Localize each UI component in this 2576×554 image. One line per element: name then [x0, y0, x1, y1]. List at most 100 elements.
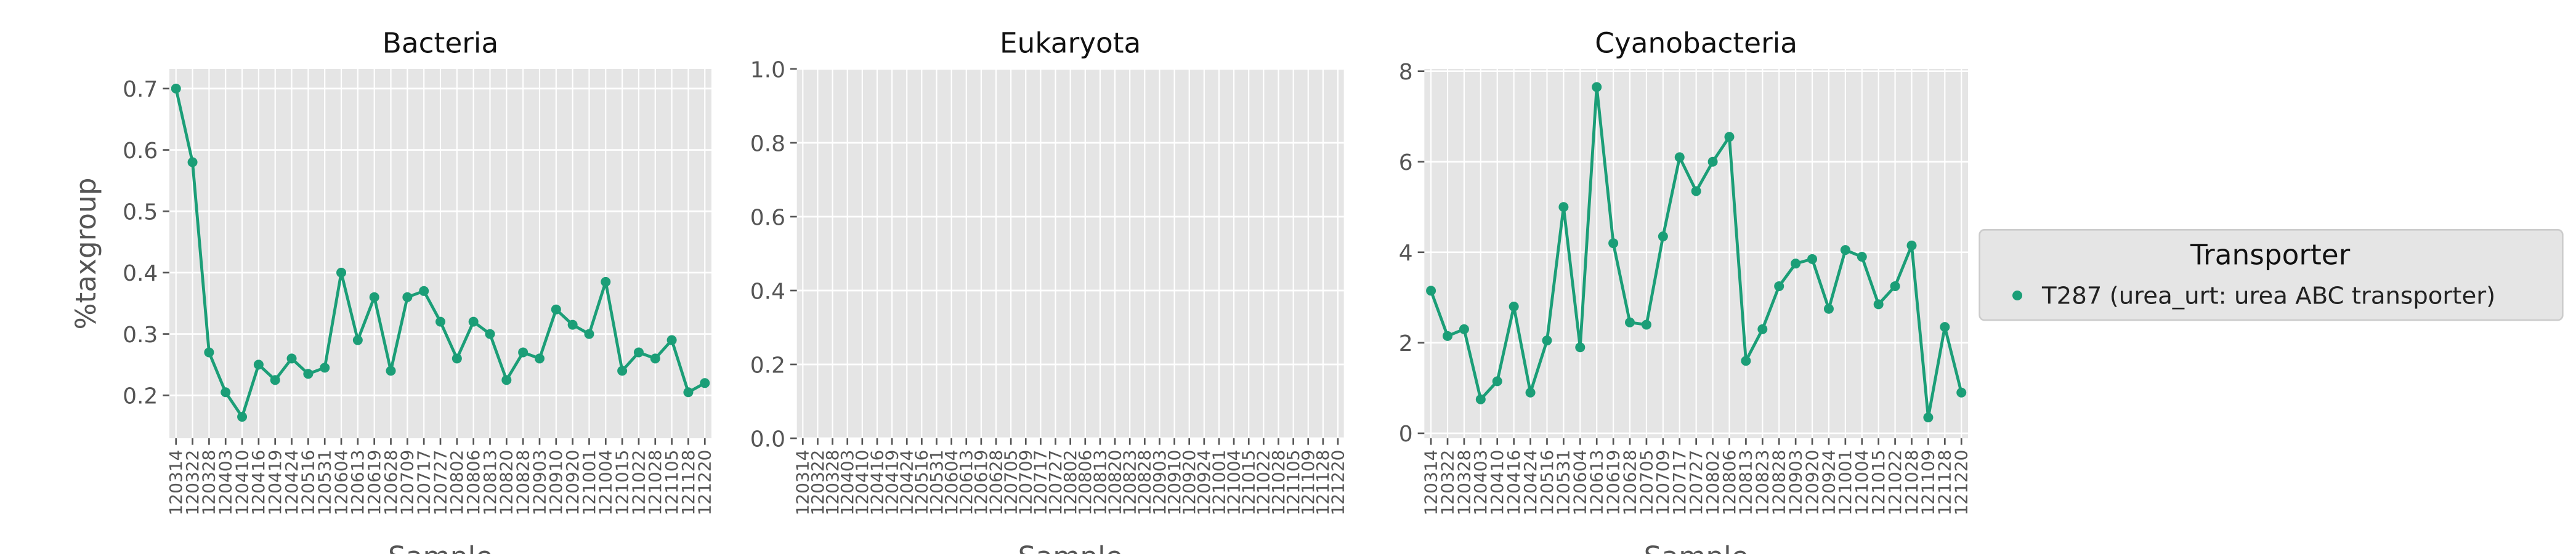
data-point — [633, 347, 644, 358]
x-tick-label: 121109 — [1918, 450, 1938, 516]
data-point — [1840, 245, 1850, 255]
x-tick-label: 120424 — [281, 450, 302, 516]
data-point — [617, 366, 628, 376]
legend-title: Transporter — [2190, 238, 2351, 271]
x-tick-label: 120903 — [529, 450, 549, 516]
data-point — [501, 375, 512, 385]
x-axis-label: Sample — [388, 540, 493, 554]
x-tick-label: 121022 — [628, 450, 649, 516]
x-tick-label: 120903 — [1785, 450, 1805, 516]
x-axis-label: Sample — [1018, 540, 1123, 554]
x-tick-label: 120813 — [1090, 450, 1110, 516]
data-point — [187, 157, 198, 167]
data-point — [1774, 281, 1784, 291]
data-point — [171, 83, 181, 94]
x-tick-label: 121109 — [1298, 450, 1318, 516]
x-tick-label: 120705 — [1636, 450, 1656, 516]
x-tick-label: 121220 — [1327, 450, 1348, 516]
x-tick-label: 120424 — [897, 450, 917, 516]
data-point — [1608, 238, 1619, 249]
y-tick-label: 0.8 — [750, 131, 785, 156]
y-tick-label: 8 — [1399, 60, 1413, 85]
data-point — [1658, 231, 1668, 242]
x-tick-label: 120531 — [315, 450, 335, 516]
x-tick-label: 120619 — [364, 450, 384, 516]
data-point — [1923, 412, 1934, 423]
x-tick-label: 121028 — [1268, 450, 1289, 516]
x-tick-label: 120328 — [822, 450, 843, 516]
data-point — [352, 335, 363, 345]
x-tick-label: 120416 — [1504, 450, 1524, 516]
data-point — [1475, 394, 1486, 404]
x-tick-label: 121015 — [1868, 450, 1889, 516]
x-tick-label: 120531 — [926, 450, 947, 516]
data-point — [419, 286, 429, 296]
x-tick-label: 120802 — [1703, 450, 1723, 516]
data-point — [584, 329, 594, 339]
x-tick-label: 120709 — [1653, 450, 1673, 516]
x-tick-label: 120823 — [1120, 450, 1140, 516]
x-tick-label: 120806 — [1075, 450, 1095, 516]
x-tick-label: 121105 — [662, 450, 682, 516]
x-tick-label: 120516 — [1537, 450, 1557, 516]
x-tick-label: 120920 — [562, 450, 583, 516]
data-point — [1459, 324, 1469, 334]
x-tick-label: 120314 — [166, 450, 186, 516]
y-tick-label: 6 — [1399, 150, 1413, 175]
data-point — [485, 329, 495, 339]
data-point — [1426, 286, 1436, 296]
x-tick-label: 121001 — [1209, 450, 1229, 516]
x-tick-label: 120802 — [447, 450, 467, 516]
data-point — [1956, 387, 1967, 398]
x-tick-label: 120806 — [463, 450, 484, 516]
x-tick-label: 120828 — [1135, 450, 1155, 516]
x-tick-label: 120709 — [1016, 450, 1036, 516]
data-point — [518, 347, 529, 358]
x-tick-label: 120516 — [298, 450, 318, 516]
x-tick-label: 120314 — [793, 450, 813, 516]
x-tick-label: 120604 — [1570, 450, 1590, 516]
y-tick-label: 0 — [1399, 422, 1413, 447]
data-point — [1625, 317, 1635, 327]
x-tick-label: 120403 — [216, 450, 236, 516]
data-point — [1890, 281, 1900, 291]
y-tick-label: 0.6 — [123, 138, 158, 164]
x-tick-label: 120802 — [1060, 450, 1080, 516]
data-point — [534, 353, 545, 364]
x-tick-label: 120813 — [1736, 450, 1756, 516]
x-tick-label: 120403 — [837, 450, 857, 516]
x-tick-label: 120920 — [1802, 450, 1822, 516]
x-tick-label: 120628 — [986, 450, 1006, 516]
x-tick-label: 120903 — [1149, 450, 1170, 516]
x-tick-label: 120419 — [265, 450, 285, 516]
x-tick-label: 120920 — [1179, 450, 1199, 516]
x-tick-label: 120823 — [1752, 450, 1773, 516]
y-tick-label: 0.4 — [750, 279, 785, 304]
data-point — [1707, 156, 1718, 167]
x-tick-label: 120717 — [414, 450, 434, 516]
y-tick-label: 0.3 — [123, 323, 158, 348]
data-point — [551, 304, 561, 315]
x-tick-label: 120717 — [1669, 450, 1690, 516]
legend-box — [1979, 229, 2564, 321]
data-point — [1823, 303, 1834, 314]
x-tick-label: 120828 — [512, 450, 533, 516]
data-point — [336, 267, 347, 278]
data-point — [369, 292, 379, 302]
legend-label: T287 (urea_urt: urea ABC transporter) — [2041, 282, 2495, 310]
data-point — [1807, 254, 1818, 264]
data-point — [1525, 387, 1536, 398]
x-tick-label: 120613 — [347, 450, 368, 516]
x-tick-label: 120328 — [1454, 450, 1474, 516]
subplot-title: Eukaryota — [1000, 26, 1141, 59]
x-tick-label: 120619 — [971, 450, 991, 516]
y-tick-label: 0.0 — [750, 427, 785, 452]
x-tick-label: 120628 — [381, 450, 401, 516]
x-tick-label: 120322 — [808, 450, 828, 516]
x-tick-label: 120619 — [1603, 450, 1623, 516]
x-tick-label: 120709 — [397, 450, 418, 516]
data-point — [204, 347, 214, 358]
data-point — [1857, 252, 1867, 262]
x-tick-label: 121128 — [1935, 450, 1955, 516]
x-tick-label: 120613 — [1587, 450, 1607, 516]
